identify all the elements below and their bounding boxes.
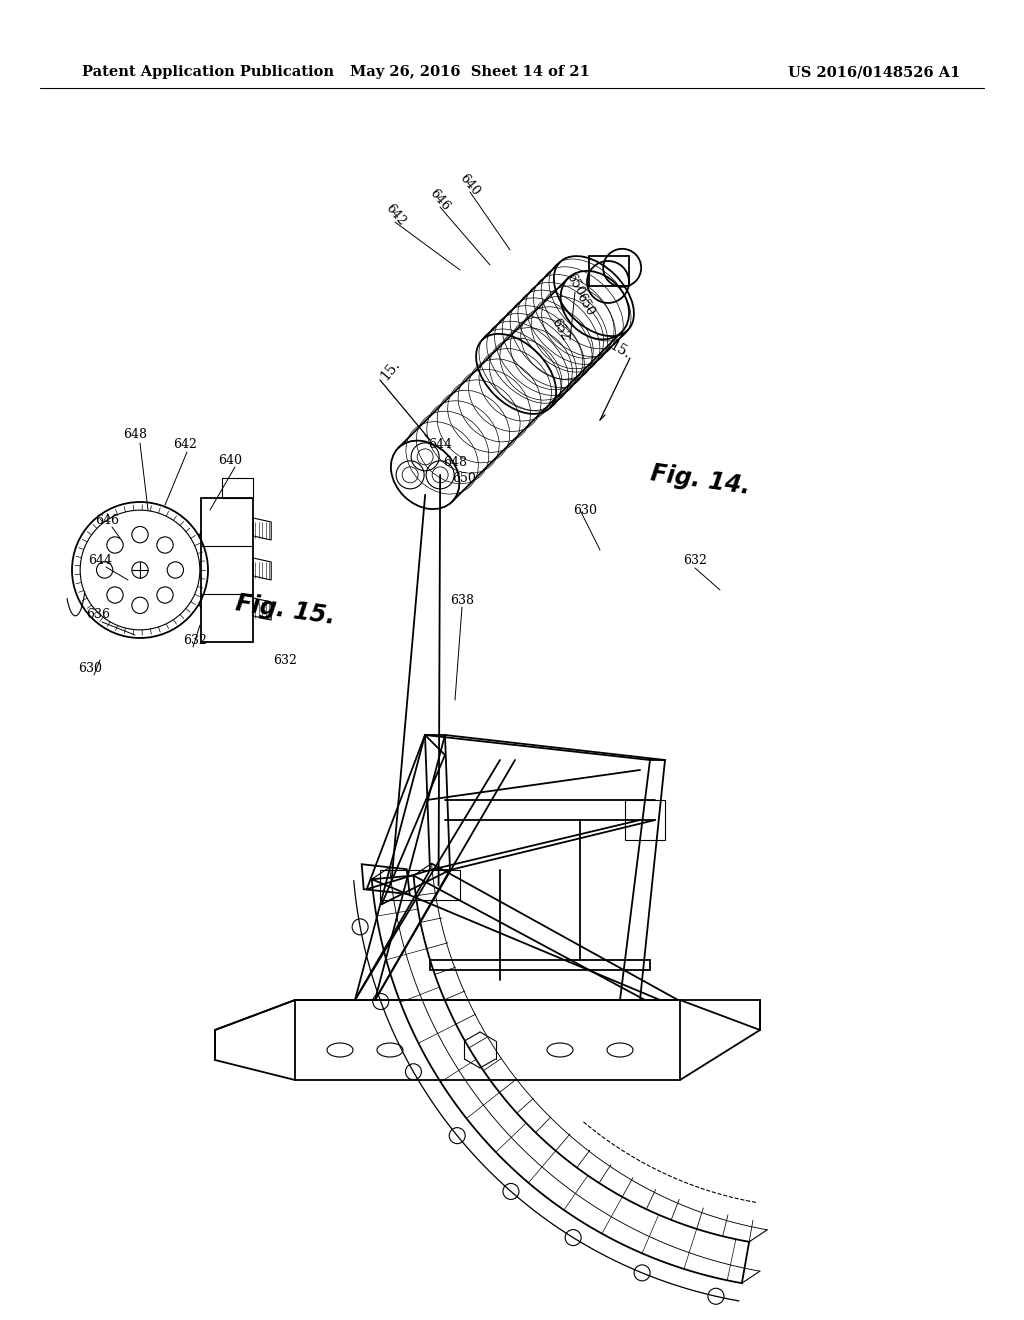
- Text: US 2016/0148526 A1: US 2016/0148526 A1: [787, 65, 961, 79]
- Text: 650: 650: [573, 292, 597, 318]
- Text: 630: 630: [78, 661, 102, 675]
- Text: Fig. 15.: Fig. 15.: [233, 591, 336, 628]
- Text: 650: 650: [563, 272, 587, 298]
- Text: 632: 632: [683, 553, 707, 566]
- Text: 646: 646: [427, 186, 453, 214]
- Text: 630: 630: [573, 503, 597, 516]
- Text: 636: 636: [86, 609, 110, 622]
- Text: 640: 640: [458, 172, 482, 198]
- Text: May 26, 2016  Sheet 14 of 21: May 26, 2016 Sheet 14 of 21: [350, 65, 590, 79]
- Text: 650: 650: [452, 473, 476, 486]
- Text: Patent Application Publication: Patent Application Publication: [82, 65, 334, 79]
- Text: 640: 640: [218, 454, 242, 466]
- Text: 642: 642: [382, 202, 408, 228]
- Text: Fig. 14.: Fig. 14.: [648, 461, 752, 499]
- Text: 642: 642: [173, 438, 197, 451]
- Text: 646: 646: [95, 513, 119, 527]
- Text: 648: 648: [443, 455, 467, 469]
- Text: 632: 632: [183, 634, 207, 647]
- Text: 15.: 15.: [378, 358, 402, 383]
- Text: 632: 632: [273, 653, 297, 667]
- Text: 15.: 15.: [607, 338, 633, 362]
- Text: 652: 652: [549, 317, 571, 343]
- Text: 638: 638: [450, 594, 474, 606]
- Text: 644: 644: [428, 438, 452, 451]
- Text: 648: 648: [123, 429, 147, 441]
- Text: 644: 644: [88, 553, 112, 566]
